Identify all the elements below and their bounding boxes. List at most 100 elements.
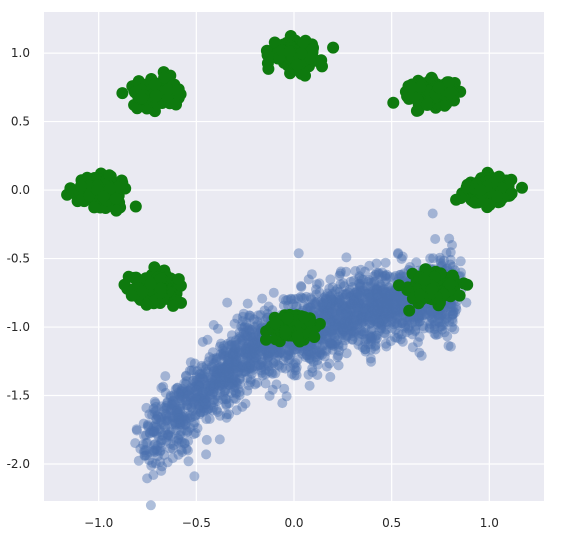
scatter-point (385, 294, 396, 305)
scatter-point (432, 81, 445, 94)
scatter-point (249, 321, 260, 332)
scatter-point (370, 269, 381, 280)
scatter-point (365, 297, 376, 308)
x-axis-ticks: −1.0 −0.5 0.0 0.5 1.0 (84, 516, 499, 530)
scatter-point (442, 331, 453, 342)
scatter-point (201, 393, 212, 404)
scatter-point (367, 291, 378, 302)
scatter-point (424, 305, 435, 316)
scatter-point (285, 346, 296, 356)
scatter-point (213, 377, 224, 388)
scatter-point (215, 341, 225, 352)
scatter-point (363, 275, 374, 285)
scatter-point (348, 295, 359, 306)
scatter-point (189, 399, 200, 410)
scatter-point (327, 315, 338, 326)
scatter-point (214, 434, 225, 445)
scatter-point (324, 283, 335, 294)
scatter-point (143, 419, 153, 430)
scatter-point (234, 387, 245, 397)
scatter-point (136, 92, 148, 105)
scatter-point (277, 348, 288, 359)
scatter-point (268, 357, 279, 368)
scatter-point (202, 334, 213, 345)
scatter-point (335, 326, 346, 337)
scatter-point (261, 347, 272, 358)
scatter-point (444, 87, 457, 99)
scatter-point (451, 304, 462, 315)
scatter-point (376, 315, 386, 326)
scatter-point (208, 395, 219, 406)
scatter-point (355, 280, 366, 291)
scatter-point (274, 347, 285, 358)
scatter-point (237, 401, 248, 412)
scatter-point (317, 341, 328, 351)
scatter-point (404, 314, 415, 325)
scatter-point (377, 300, 388, 310)
scatter-point (324, 290, 335, 301)
scatter-point (206, 377, 217, 388)
scatter-point (385, 288, 396, 299)
scatter-point (194, 384, 205, 395)
scatter-point (390, 294, 401, 305)
scatter-point (368, 308, 379, 319)
scatter-point (347, 282, 358, 292)
scatter-point (327, 41, 340, 54)
scatter-point (146, 425, 157, 436)
scatter-point (199, 400, 210, 411)
scatter-point (144, 446, 155, 457)
scatter-point (348, 295, 359, 306)
scatter-point (227, 375, 238, 386)
scatter-point (283, 45, 296, 58)
scatter-point (393, 279, 405, 292)
scatter-point (264, 366, 275, 377)
scatter-point (396, 318, 407, 329)
scatter-point (159, 450, 170, 460)
scatter-point (171, 406, 182, 417)
scatter-point (165, 427, 175, 438)
scatter-point (222, 355, 233, 366)
scatter-point (172, 383, 183, 394)
scatter-point (214, 380, 225, 391)
scatter-point (271, 379, 282, 390)
scatter-point (281, 312, 294, 325)
scatter-point (173, 407, 184, 418)
scatter-point (332, 329, 342, 340)
scatter-point (252, 337, 263, 348)
scatter-point (410, 316, 420, 327)
scatter-point (360, 312, 371, 323)
scatter-point (359, 327, 370, 338)
scatter-point (394, 307, 405, 318)
scatter-point (151, 414, 162, 425)
scatter-point (224, 409, 235, 420)
scatter-point (348, 292, 359, 303)
scatter-point (233, 353, 244, 364)
scatter-point (200, 379, 211, 390)
scatter-point (211, 352, 222, 363)
scatter-point (152, 451, 163, 462)
scatter-point (344, 299, 355, 310)
scatter-point (209, 394, 220, 405)
scatter-point (343, 300, 354, 311)
scatter-point (375, 309, 386, 320)
scatter-point (186, 383, 197, 394)
scatter-point (240, 366, 251, 377)
scatter-point (242, 361, 253, 372)
scatter-point (109, 192, 122, 205)
scatter-point (267, 368, 278, 379)
scatter-point (172, 382, 183, 393)
scatter-point (270, 368, 281, 379)
scatter-point (354, 295, 365, 305)
scatter-point (208, 353, 219, 364)
scatter-point (266, 367, 277, 378)
scatter-point (286, 294, 297, 305)
scatter-point (417, 321, 428, 331)
scatter-point (205, 374, 216, 385)
scatter-point (213, 323, 223, 334)
scatter-point (150, 444, 161, 455)
scatter-point (337, 325, 348, 336)
scatter-point (341, 290, 352, 300)
scatter-point (218, 379, 229, 390)
scatter-point (261, 346, 272, 357)
